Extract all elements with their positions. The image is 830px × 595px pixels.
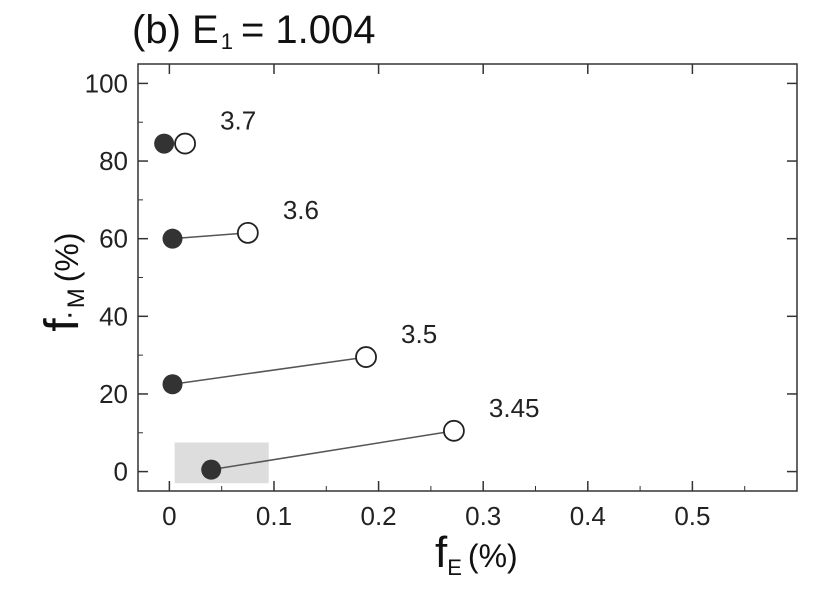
open-point bbox=[174, 132, 196, 155]
x-tick-label: 0.3 bbox=[465, 501, 501, 531]
y-tick-label: 80 bbox=[99, 146, 128, 176]
x-axis-label: fE (%) bbox=[435, 528, 518, 580]
y-tick-label: 20 bbox=[99, 379, 128, 409]
y-tick-label: 0 bbox=[114, 457, 128, 487]
y-tick-label: 40 bbox=[99, 301, 128, 331]
x-tick-label: 0 bbox=[162, 501, 176, 531]
filled-point bbox=[201, 459, 222, 480]
y-tick-label: 60 bbox=[99, 224, 128, 254]
series-line bbox=[211, 430, 455, 471]
filled-point bbox=[154, 133, 175, 154]
y-axis-label-unit: (%) bbox=[49, 232, 85, 283]
y-axis-label-dot: · bbox=[52, 310, 85, 321]
chart-title: (b) E1 = 1.004 bbox=[132, 8, 376, 54]
data-label: 3.6 bbox=[283, 195, 319, 225]
y-tick-label: 100 bbox=[85, 68, 128, 98]
open-point bbox=[355, 346, 377, 368]
open-point bbox=[443, 419, 465, 442]
y-axis-label-subscript: M bbox=[63, 288, 90, 309]
x-axis-label-unit: (%) bbox=[467, 538, 518, 574]
y-axis-label: f·M(%) bbox=[36, 232, 90, 332]
open-point bbox=[236, 221, 259, 244]
series-line bbox=[172, 356, 367, 385]
x-tick-label: 0.2 bbox=[361, 501, 397, 531]
series-line bbox=[172, 232, 248, 240]
x-tick-label: 0.5 bbox=[674, 501, 710, 531]
title-subscript: 1 bbox=[220, 29, 233, 54]
data-label: 3.7 bbox=[220, 106, 256, 136]
x-tick-label: 0.1 bbox=[256, 501, 292, 531]
x-axis-label-subscript: E bbox=[447, 555, 462, 580]
filled-point bbox=[162, 374, 183, 395]
data-label: 3.5 bbox=[401, 319, 437, 349]
x-tick-label: 0.4 bbox=[570, 501, 606, 531]
data-label: 3.45 bbox=[489, 393, 540, 423]
title-value: = 1.004 bbox=[240, 8, 376, 52]
filled-point bbox=[162, 228, 183, 249]
